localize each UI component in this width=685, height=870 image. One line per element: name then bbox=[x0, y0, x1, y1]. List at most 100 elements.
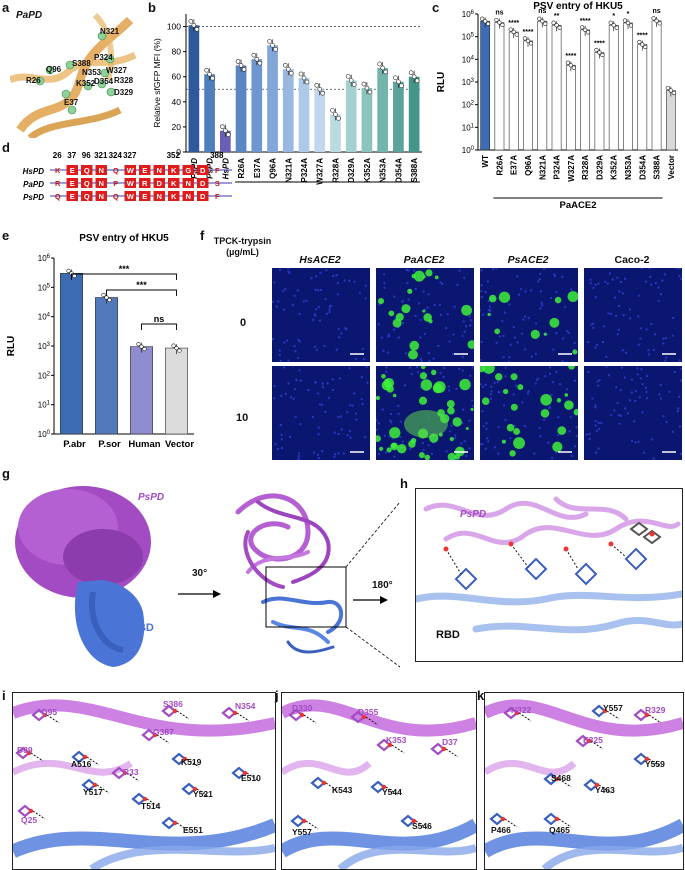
align-conserved-cell bbox=[153, 178, 165, 188]
c-point bbox=[494, 17, 499, 23]
c-point bbox=[514, 32, 519, 37]
align-residue: D bbox=[200, 166, 206, 175]
e-xtick-Human: Human bbox=[128, 439, 160, 450]
micrograph-PsACE2-0 bbox=[480, 268, 578, 362]
c-point bbox=[611, 23, 616, 28]
panel-a-structure: PaPD N321 P324 Q96 S388 W327 N353 R26 K3… bbox=[10, 10, 140, 138]
res-label-R328: R328 bbox=[114, 76, 134, 85]
c-bar-P324A bbox=[551, 24, 562, 151]
gfp-cell bbox=[418, 396, 428, 405]
align-residue: E bbox=[70, 192, 75, 201]
res-label-R26: R26 bbox=[26, 76, 41, 85]
c-bar-N353A bbox=[623, 22, 633, 151]
h-pspd-label: PsPD bbox=[460, 509, 487, 520]
c-point bbox=[614, 25, 619, 30]
c-xtick-P324A: P324A bbox=[553, 155, 562, 180]
c-ytick-label: 100 bbox=[462, 146, 475, 155]
residue-label-D37: D37 bbox=[442, 737, 458, 747]
cryoem-map bbox=[15, 486, 401, 668]
gfp-cell bbox=[430, 369, 437, 376]
align-conserved-cell bbox=[168, 191, 180, 201]
residue-label-Q465: Q465 bbox=[549, 825, 570, 835]
gfp-cell bbox=[407, 288, 413, 294]
align-conserved-cell bbox=[139, 178, 151, 188]
residue-label-G387: G387 bbox=[153, 727, 174, 737]
c-sig-D329A: **** bbox=[594, 41, 605, 48]
align-conserved-cell bbox=[153, 165, 165, 175]
align-residue: D bbox=[200, 179, 206, 188]
b-bar-N321A bbox=[282, 69, 294, 152]
c-sig-N353A: * bbox=[627, 11, 630, 18]
align-conserved-cell bbox=[66, 191, 78, 201]
res-label-D354: D354 bbox=[94, 77, 114, 86]
b-xtick-D354A: D354A bbox=[394, 158, 403, 183]
b-point bbox=[267, 39, 272, 44]
c-xtick-E37A: E37A bbox=[510, 155, 519, 175]
b-xtick-R26A: R26A bbox=[237, 158, 246, 179]
gfp-cell bbox=[420, 379, 433, 391]
b-ytick-label: 0 bbox=[176, 147, 181, 157]
gfp-cell bbox=[389, 427, 401, 439]
align-residue: Q bbox=[113, 192, 119, 201]
c-ytick-label: 106 bbox=[462, 10, 475, 19]
residue-label-D89: D89 bbox=[17, 745, 33, 755]
res-label-Q96: Q96 bbox=[46, 65, 62, 74]
b-point bbox=[351, 82, 357, 87]
align-residue: E bbox=[142, 192, 147, 201]
c-point bbox=[608, 20, 613, 25]
align-residue: N bbox=[99, 179, 104, 188]
e-xtick-Vector: Vector bbox=[165, 439, 194, 450]
align-residue: W bbox=[127, 192, 135, 201]
micrograph-Caco-2-10 bbox=[584, 366, 682, 460]
c-point bbox=[654, 18, 659, 23]
gfp-cell bbox=[388, 310, 395, 317]
residue-label-R329: R329 bbox=[645, 705, 666, 715]
gfp-cell bbox=[557, 426, 567, 435]
gfp-cell bbox=[461, 304, 472, 316]
e-ytick-label: 104 bbox=[38, 313, 51, 322]
b-point bbox=[314, 82, 320, 88]
b-xtick-R328A: R328A bbox=[331, 158, 340, 183]
b-point bbox=[188, 18, 194, 24]
e-point bbox=[101, 292, 106, 298]
c-point bbox=[540, 19, 545, 24]
b-bar-N353A bbox=[377, 67, 389, 152]
b-point bbox=[235, 59, 241, 64]
res-label-W327: W327 bbox=[106, 66, 127, 75]
c-point bbox=[586, 30, 591, 35]
c-bar-WT bbox=[480, 20, 491, 151]
res-label-D329: D329 bbox=[114, 88, 134, 97]
b-point bbox=[377, 61, 382, 67]
panel-letter-i: i bbox=[2, 688, 6, 703]
c-bar-N321A bbox=[537, 20, 548, 151]
c-bar-W327A bbox=[565, 64, 576, 151]
c-sig-N321A: ns bbox=[538, 8, 546, 15]
micrograph-HsACE2-0 bbox=[272, 268, 370, 362]
b-point bbox=[345, 74, 351, 79]
c-xtick-WT: WT bbox=[481, 155, 490, 168]
col-header-hsace2: HsACE2 bbox=[299, 254, 341, 266]
gfp-cell bbox=[392, 318, 402, 328]
gfp-cell bbox=[401, 304, 411, 314]
b-bar-P324A bbox=[298, 77, 310, 152]
residue-label-S546: S546 bbox=[412, 821, 432, 831]
c-bar-Vector bbox=[665, 90, 676, 151]
gfp-cell bbox=[420, 366, 426, 370]
c-sig-R328A: **** bbox=[580, 18, 591, 25]
b-point bbox=[288, 70, 294, 76]
panel-j-contacts: D330 D355 K353 D37 K543 Y544 Y557 S546 bbox=[281, 692, 477, 870]
b-point bbox=[191, 22, 197, 28]
gfp-cell bbox=[517, 384, 524, 391]
gfp-cell bbox=[423, 313, 432, 322]
rotation-30-label: 30° bbox=[192, 568, 208, 579]
residue-label-E325: E325 bbox=[583, 735, 603, 745]
e-sig-bracket bbox=[141, 323, 177, 330]
c-bar-D354A bbox=[637, 44, 648, 151]
row-label-0: 0 bbox=[240, 317, 247, 329]
b-bar-HsPD bbox=[219, 130, 231, 152]
b-bar-S388A bbox=[408, 76, 420, 152]
b-point bbox=[317, 86, 323, 92]
gfp-cell bbox=[513, 428, 520, 435]
align-conserved-cell bbox=[182, 178, 194, 188]
